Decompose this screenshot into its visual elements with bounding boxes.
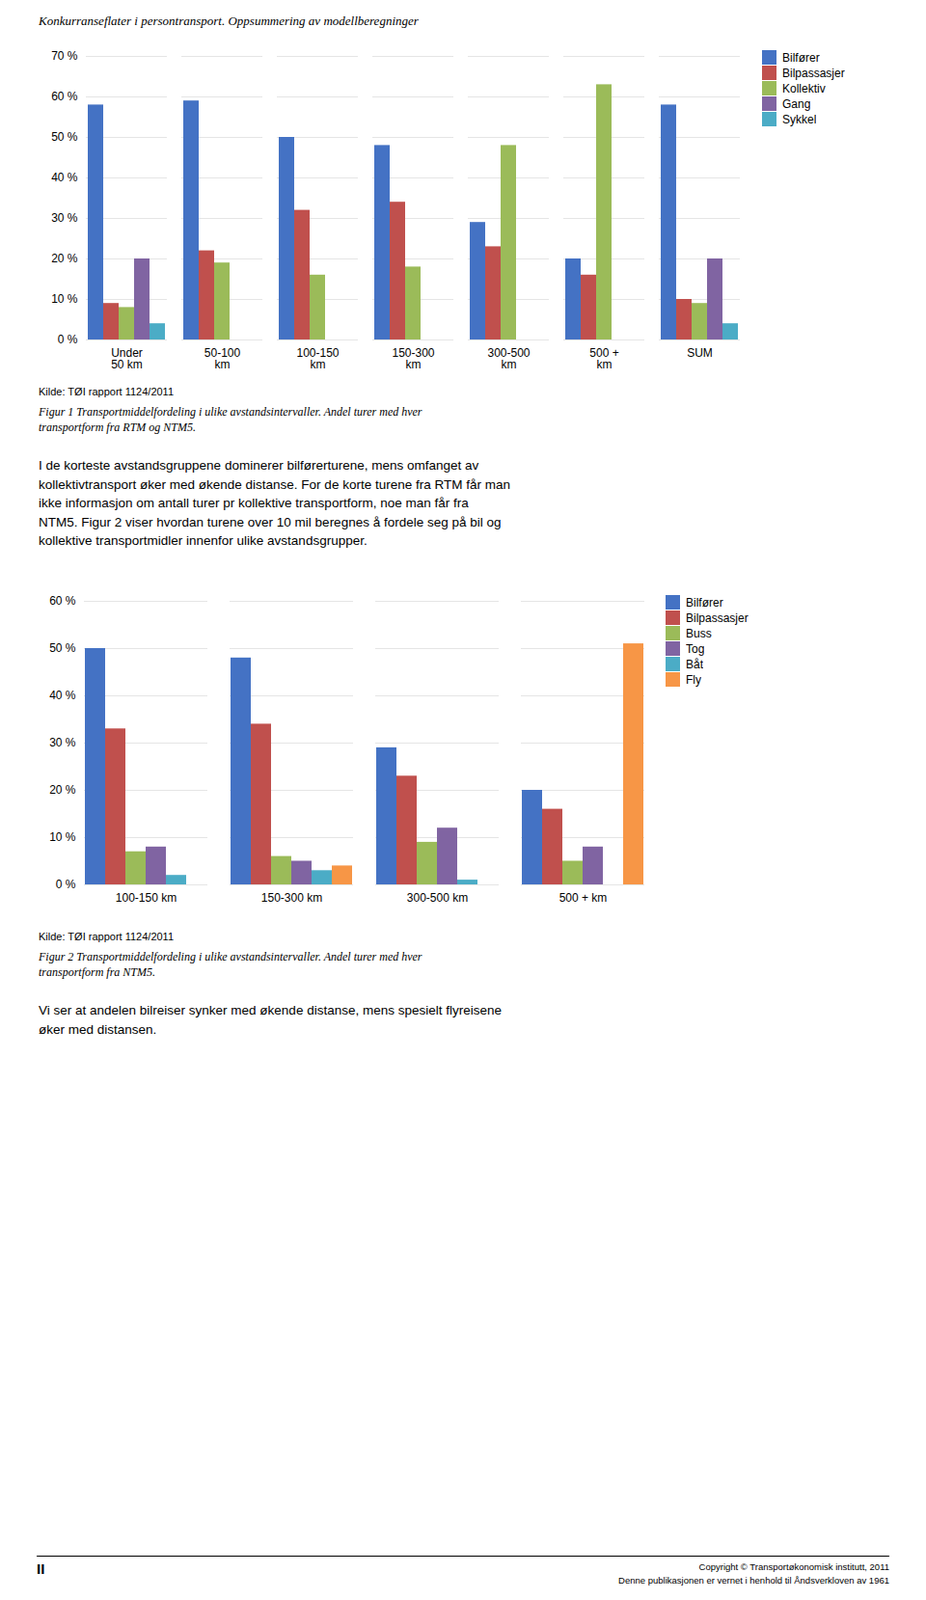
svg-text:60 %: 60 %	[49, 594, 77, 608]
html-text:Gang: Gang	[782, 96, 811, 111]
svg-text:150-300 km: 150-300 km	[261, 891, 323, 905]
svg-text:70 %: 70 %	[51, 49, 79, 63]
svg-text:10 %: 10 %	[51, 292, 79, 306]
svg-text:50-100km: 50-100km	[204, 346, 242, 372]
svg-text:Under50 km: Under50 km	[110, 346, 143, 372]
svg-text:50 %: 50 %	[49, 641, 77, 655]
svg-text:500 +km: 500 +km	[589, 346, 619, 372]
html-text:Figur 1 Transportmiddelfordeli: Figur 1 Transportmiddelfordeling i ulike…	[38, 405, 423, 434]
svg-text:20 %: 20 %	[51, 251, 79, 266]
html-text:Båt: Båt	[685, 657, 704, 671]
html-text:Figur 2 Transportmiddelfordeli: Figur 2 Transportmiddelfordeling i ulike…	[38, 950, 423, 979]
html-text:Kilde: TØI rapport 1124/2011: Kilde: TØI rapport 1124/2011	[38, 930, 174, 943]
html-text:Tog: Tog	[685, 641, 705, 656]
html-text:I de korteste avstandsgruppene: I de korteste avstandsgruppene dominerer…	[38, 458, 511, 549]
html-text:Bilpassasjer: Bilpassasjer	[782, 66, 845, 80]
html-text:Vi ser at andelen bilreiser sy: Vi ser at andelen bilreiser synker med ø…	[38, 1003, 502, 1037]
html-text:Copyright © Transportøkonomisk: Copyright © Transportøkonomisk institutt…	[618, 1562, 890, 1586]
html-text:Bilfører: Bilfører	[685, 595, 724, 610]
html-text:Kilde: TØI rapport 1124/2011: Kilde: TØI rapport 1124/2011	[38, 385, 174, 398]
html-text:II: II	[36, 1561, 45, 1578]
svg-text:100-150 km: 100-150 km	[115, 891, 177, 905]
svg-text:0 %: 0 %	[57, 332, 79, 347]
html-text:Bilfører: Bilfører	[782, 50, 820, 65]
svg-text:40 %: 40 %	[49, 688, 77, 703]
svg-text:30 %: 30 %	[49, 735, 77, 750]
svg-text:10 %: 10 %	[49, 830, 77, 845]
html-text:Fly: Fly	[685, 672, 702, 687]
svg-text:50 %: 50 %	[51, 130, 79, 144]
svg-text:20 %: 20 %	[49, 783, 77, 797]
svg-text:150-300km: 150-300km	[391, 346, 435, 372]
svg-text:300-500 km: 300-500 km	[407, 891, 468, 905]
svg-text:SUM: SUM	[686, 346, 713, 360]
svg-text:0 %: 0 %	[55, 877, 77, 892]
svg-text:500 + km: 500 + km	[559, 891, 608, 905]
html-text:Kollektiv: Kollektiv	[782, 81, 826, 96]
svg-text:300-500km: 300-500km	[487, 346, 530, 372]
svg-text:60 %: 60 %	[51, 89, 79, 104]
html-text:Bilpassasjer: Bilpassasjer	[685, 611, 749, 625]
html-text:Konkurranseflater i persontran: Konkurranseflater i persontransport. Opp…	[38, 13, 419, 28]
svg-text:40 %: 40 %	[51, 170, 79, 185]
html-text:Buss: Buss	[685, 626, 712, 641]
html-text:Sykkel: Sykkel	[782, 112, 817, 126]
svg-text:30 %: 30 %	[51, 211, 79, 225]
svg-text:100-150km: 100-150km	[296, 346, 339, 372]
